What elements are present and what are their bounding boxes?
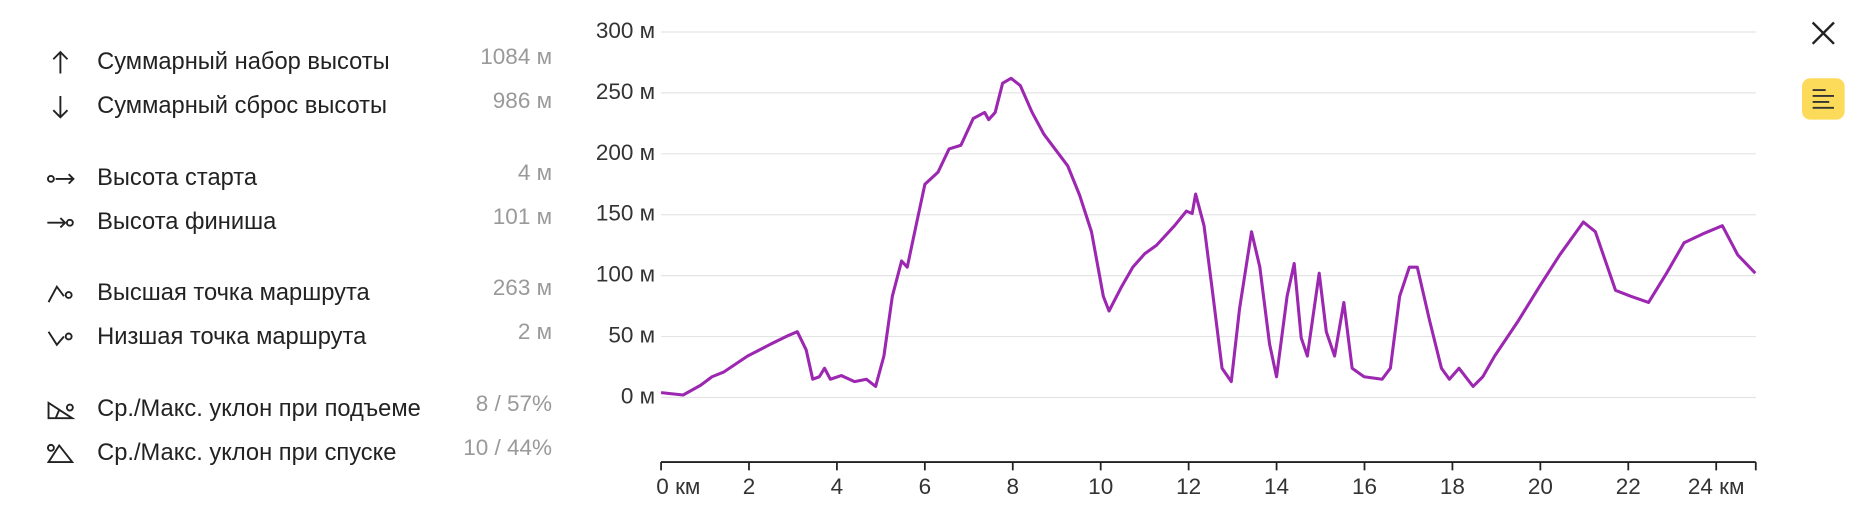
y-tick-label: 100 м bbox=[596, 262, 655, 287]
stat-label: Низшая точка маршрута bbox=[97, 324, 367, 350]
x-tick-label: 6 bbox=[919, 474, 932, 499]
y-tick-label: 200 м bbox=[596, 140, 655, 165]
stat-value: 2 м bbox=[518, 319, 552, 344]
stat-value: 10 / 44% bbox=[463, 435, 552, 460]
stat-value: 986 м bbox=[493, 88, 552, 113]
x-tick-label: 10 bbox=[1088, 474, 1113, 499]
x-tick-label: 4 bbox=[831, 474, 844, 499]
y-tick-label: 300 м bbox=[596, 18, 655, 43]
x-tick-label: 18 bbox=[1440, 474, 1465, 499]
x-tick-label: 2 bbox=[743, 474, 756, 499]
x-tick-label: 12 bbox=[1176, 474, 1201, 499]
stat-label: Высота старта bbox=[97, 165, 258, 191]
button-icon[interactable] bbox=[1812, 89, 1834, 109]
stat-label: Ср./Макс. уклон при спуске bbox=[97, 440, 396, 466]
y-tick-label: 50 м bbox=[608, 323, 655, 348]
button-background[interactable] bbox=[1801, 78, 1845, 120]
x-tick-label: 0 км bbox=[656, 474, 700, 499]
stat-label: Высшая точка маршрута bbox=[97, 280, 370, 306]
stat-value: 8 / 57% bbox=[476, 391, 552, 416]
close-icon[interactable] bbox=[1811, 21, 1835, 45]
stat-label: Высота финиша bbox=[97, 209, 277, 235]
elevation-line bbox=[660, 76, 1757, 397]
legend-toggle-button[interactable] bbox=[1801, 78, 1845, 120]
icons bbox=[46, 50, 76, 464]
close-button[interactable] bbox=[1811, 21, 1835, 45]
x-tick-label: 20 bbox=[1528, 474, 1553, 499]
stat-label: Суммарный набор высоты bbox=[97, 49, 390, 75]
x-tick-label: 14 bbox=[1264, 474, 1289, 499]
stat-label: Суммарный сброс высоты bbox=[97, 93, 387, 119]
stat-value: 263 м bbox=[493, 275, 552, 300]
stat-value: 101 м bbox=[493, 204, 552, 229]
stat-value: 1084 м bbox=[480, 44, 552, 69]
x-tick-label: 24 км bbox=[1688, 474, 1745, 499]
y-tick-label: 0 м bbox=[621, 383, 655, 408]
x-tick-label: 16 bbox=[1352, 474, 1377, 499]
x-tick-label: 8 bbox=[1007, 474, 1020, 499]
stat-label: Ср./Макс. уклон при подъеме bbox=[97, 396, 421, 422]
y-tick-label: 250 м bbox=[596, 79, 655, 104]
x-tick-label: 22 bbox=[1616, 474, 1641, 499]
y-tick-label: 150 м bbox=[596, 201, 655, 226]
stat-value: 4 м bbox=[518, 160, 552, 185]
